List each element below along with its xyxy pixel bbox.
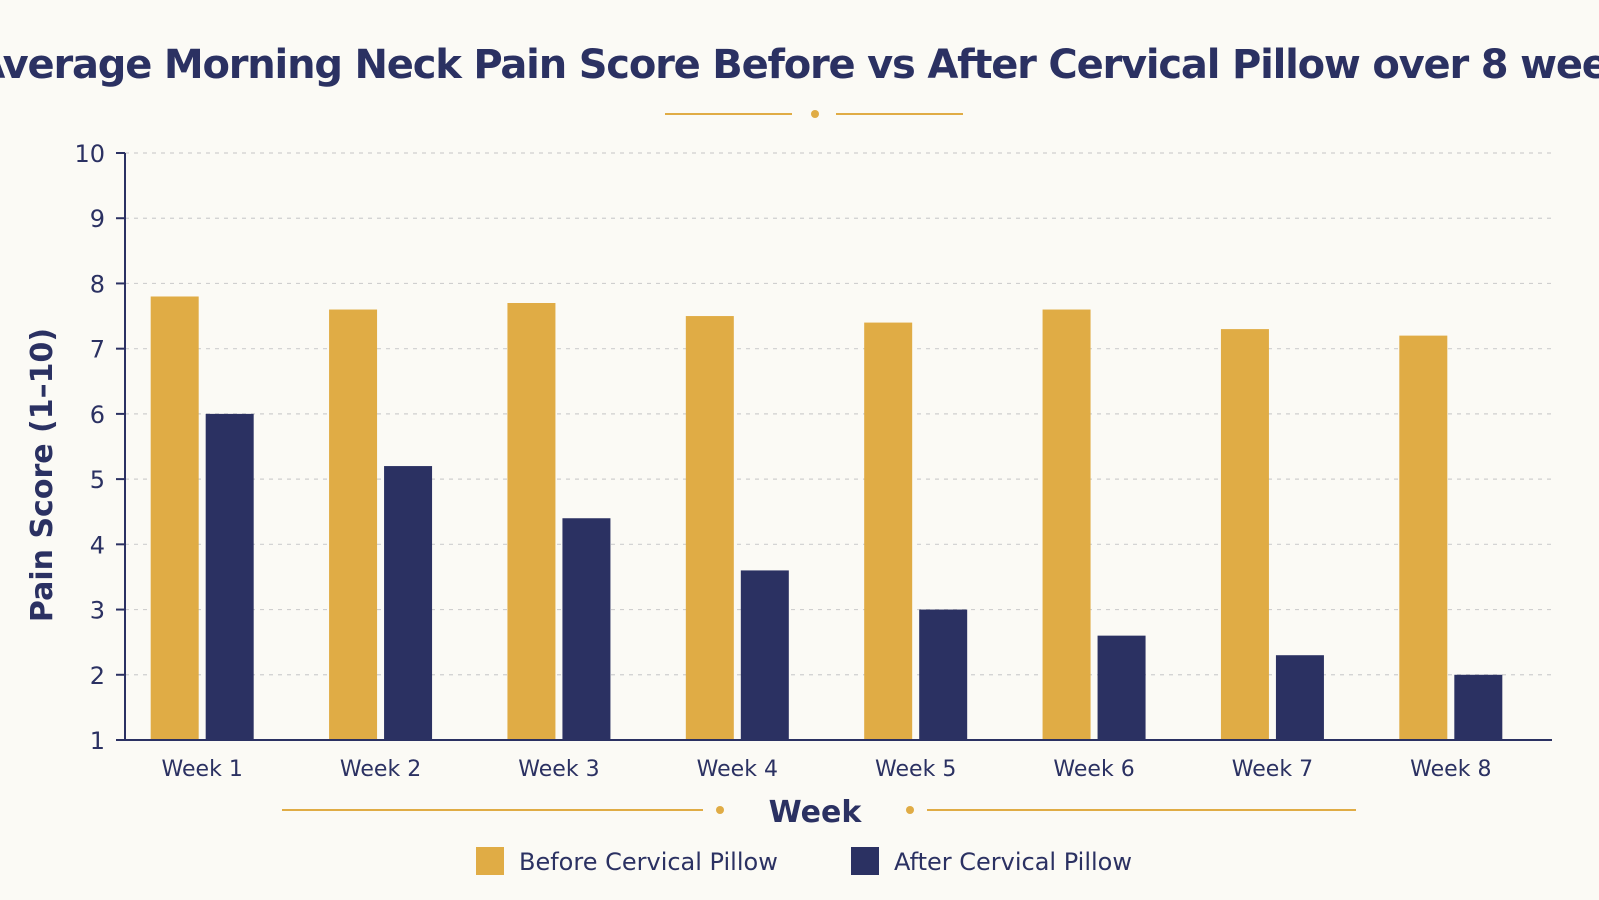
y-axis-title: Pain Score (1–10) [25, 328, 60, 622]
legend-item-before: Before Cervical Pillow [476, 847, 778, 876]
x-tick-labels: Week 1 Week 2 Week 3 Week 4 Week 5 Week 6 Week… [162, 757, 1492, 782]
bar-before-2 [329, 309, 378, 740]
legend: Before Cervical Pillow After Cervical Pi… [476, 847, 1132, 876]
x-tick-label: Week 3 [518, 757, 599, 782]
bar-before-7 [1220, 329, 1269, 740]
legend-swatch-before [476, 847, 504, 875]
bar-before-3 [507, 303, 556, 740]
y-tick-label: 7 [90, 336, 105, 364]
y-tick-label: 4 [90, 531, 105, 559]
x-axis-title-right-dot [906, 806, 914, 814]
bar-before-5 [864, 322, 913, 740]
bars [150, 296, 1503, 740]
y-tick-label: 10 [74, 140, 105, 168]
legend-label-before: Before Cervical Pillow [519, 848, 778, 876]
x-tick-label: Week 2 [340, 757, 421, 782]
x-axis-title-decoration [282, 806, 1356, 814]
x-tick-label: Week 8 [1410, 757, 1491, 782]
y-tick-label: 5 [90, 466, 105, 494]
x-tick-label: Week 4 [697, 757, 778, 782]
bar-before-8 [1399, 335, 1448, 740]
bar-after-2 [384, 466, 433, 740]
x-tick-label: Week 7 [1232, 757, 1313, 782]
bar-before-4 [685, 316, 734, 740]
y-tick-label: 9 [90, 205, 105, 233]
bar-after-8 [1454, 674, 1503, 740]
y-tick-label: 2 [90, 662, 105, 690]
bar-after-7 [1275, 655, 1324, 740]
y-tick-label: 8 [90, 270, 105, 298]
y-tick-label: 3 [90, 597, 105, 625]
bar-before-1 [150, 296, 199, 740]
axes [116, 152, 1552, 741]
bar-after-4 [740, 570, 789, 740]
bar-after-6 [1097, 635, 1146, 740]
x-tick-label: Week 5 [875, 757, 956, 782]
y-tick-label: 6 [90, 401, 105, 429]
legend-item-after: After Cervical Pillow [851, 847, 1132, 876]
bar-after-5 [919, 609, 968, 740]
bar-after-1 [205, 413, 254, 740]
legend-label-after: After Cervical Pillow [894, 848, 1132, 876]
chart-title: Average Morning Neck Pain Score Before v… [0, 42, 1599, 88]
y-tick-label: 1 [90, 727, 105, 755]
y-tick-labels: 1 2 3 4 5 6 7 8 9 10 [74, 140, 105, 755]
title-divider-dot [811, 110, 819, 118]
x-axis-title: Week [769, 795, 863, 830]
x-tick-label: Week 1 [162, 757, 243, 782]
bar-after-3 [562, 518, 611, 740]
legend-swatch-after [851, 847, 879, 875]
x-axis-title-left-dot [716, 806, 724, 814]
title-divider [665, 110, 963, 118]
bar-before-6 [1042, 309, 1091, 740]
x-tick-label: Week 6 [1053, 757, 1134, 782]
